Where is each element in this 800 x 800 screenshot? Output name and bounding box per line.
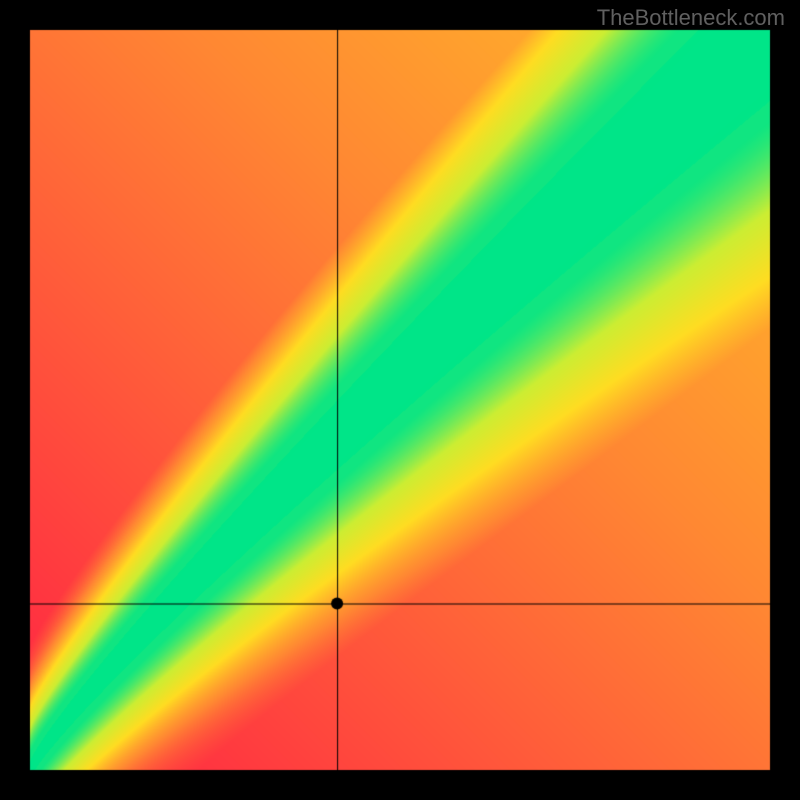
heatmap-canvas [0, 0, 800, 800]
chart-container: TheBottleneck.com [0, 0, 800, 800]
attribution-label: TheBottleneck.com [597, 5, 785, 31]
